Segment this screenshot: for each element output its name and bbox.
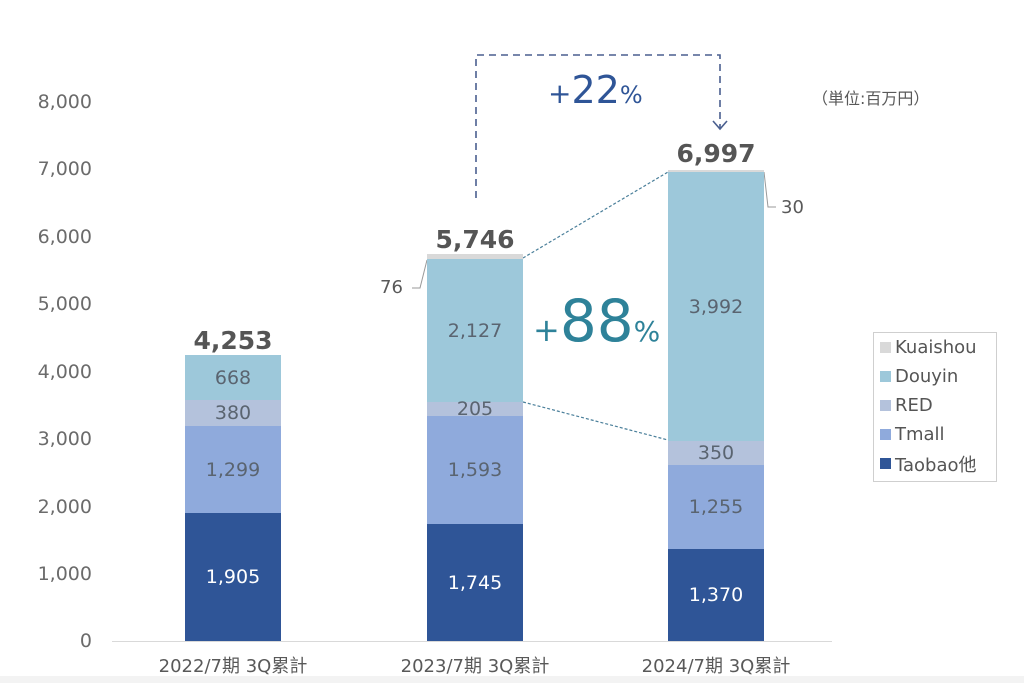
legend-item-douyin: Douyin bbox=[874, 362, 996, 391]
bar-total: 5,746 bbox=[435, 225, 515, 254]
swatch-icon bbox=[880, 458, 891, 469]
growth-total-label: +22% bbox=[548, 68, 643, 112]
segment-tmall: 1,593 bbox=[427, 416, 523, 524]
bar-total: 4,253 bbox=[193, 326, 273, 355]
bar-2022: 668 380 1,299 1,905 bbox=[185, 355, 281, 641]
y-tick: 5,000 bbox=[37, 293, 92, 315]
x-label: 2024/7期 3Q累計 bbox=[641, 656, 791, 677]
legend-item-tmall: Tmall bbox=[874, 420, 996, 449]
kuaishou-label: 30 bbox=[781, 197, 804, 218]
legend-item-red: RED bbox=[874, 391, 996, 420]
segment-taobao: 1,905 bbox=[185, 513, 281, 641]
swatch-icon bbox=[880, 371, 891, 382]
segment-taobao: 1,745 bbox=[427, 524, 523, 641]
segment-red: 350 bbox=[668, 441, 764, 465]
segment-kuaishou bbox=[427, 254, 523, 259]
y-tick: 3,000 bbox=[37, 428, 92, 450]
segment-kuaishou bbox=[668, 170, 764, 172]
x-label: 2023/7期 3Q累計 bbox=[400, 656, 550, 677]
kuaishou-label: 76 bbox=[380, 277, 403, 298]
y-tick: 6,000 bbox=[37, 226, 92, 248]
swatch-icon bbox=[880, 342, 891, 353]
swatch-icon bbox=[880, 429, 891, 440]
bar-2024: 3,992 350 1,255 1,370 bbox=[668, 170, 764, 641]
y-tick: 8,000 bbox=[37, 91, 92, 113]
segment-tmall: 1,299 bbox=[185, 426, 281, 513]
segment-douyin: 3,992 bbox=[668, 172, 764, 441]
growth-douyin-label: +88% bbox=[533, 287, 661, 355]
unit-label: （単位:百万円） bbox=[812, 89, 930, 108]
bar-total: 6,997 bbox=[676, 139, 756, 168]
bar-2023: 2,127 205 1,593 1,745 bbox=[427, 254, 523, 641]
x-label: 2022/7期 3Q累計 bbox=[158, 656, 308, 677]
legend-item-kuaishou: Kuaishou bbox=[874, 333, 996, 362]
y-tick: 4,000 bbox=[37, 361, 92, 383]
segment-douyin: 2,127 bbox=[427, 259, 523, 402]
y-tick: 7,000 bbox=[37, 158, 92, 180]
y-tick: 1,000 bbox=[37, 563, 92, 585]
segment-douyin: 668 bbox=[185, 355, 281, 400]
segment-red: 205 bbox=[427, 398, 523, 420]
x-axis-line bbox=[112, 641, 832, 642]
y-tick: 2,000 bbox=[37, 496, 92, 518]
segment-tmall: 1,255 bbox=[668, 465, 764, 549]
y-tick: 0 bbox=[79, 630, 92, 652]
swatch-icon bbox=[880, 400, 891, 411]
segment-red: 380 bbox=[185, 400, 281, 426]
footer-band bbox=[0, 676, 1024, 683]
legend-item-taobao: Taobao他 bbox=[874, 449, 996, 478]
segment-taobao: 1,370 bbox=[668, 549, 764, 641]
legend: Kuaishou Douyin RED Tmall Taobao他 bbox=[873, 332, 997, 482]
